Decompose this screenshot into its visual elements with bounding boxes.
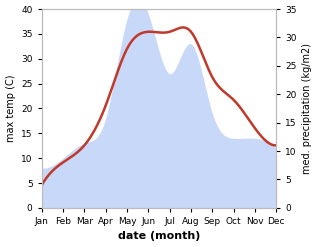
- Y-axis label: med. precipitation (kg/m2): med. precipitation (kg/m2): [302, 43, 313, 174]
- X-axis label: date (month): date (month): [118, 231, 200, 242]
- Y-axis label: max temp (C): max temp (C): [5, 75, 16, 142]
